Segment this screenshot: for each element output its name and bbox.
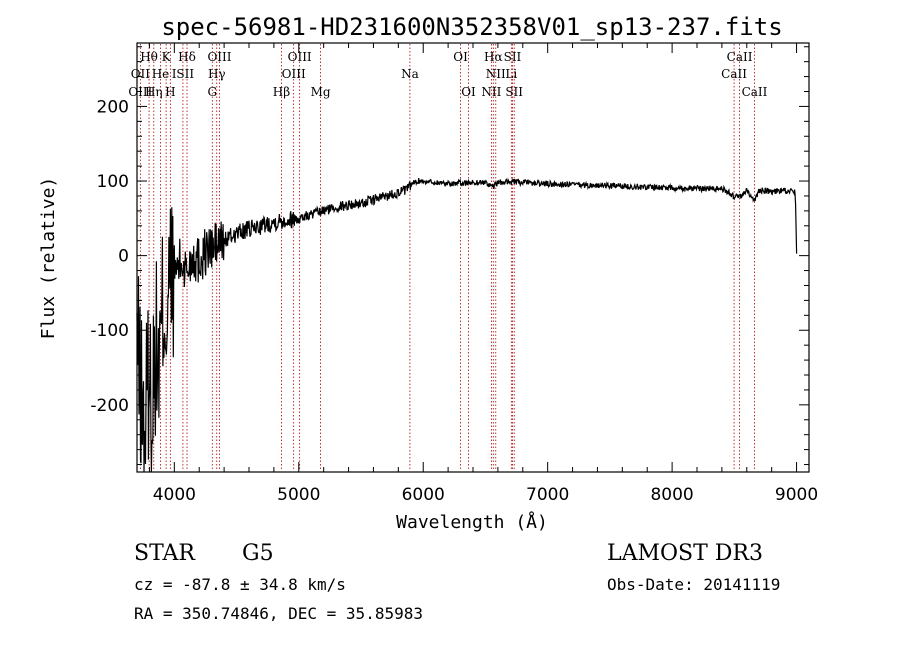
spectral-line-label: K <box>162 50 172 64</box>
x-tick-label: 4000 <box>153 485 196 505</box>
x-tick-label: 5000 <box>277 485 320 505</box>
object-class: STAR <box>134 541 196 566</box>
spectral-line-label: OIII <box>128 85 152 99</box>
spectral-line-label: CaII <box>721 67 747 81</box>
spectral-line-label: OIII <box>282 67 306 81</box>
spectral-line-label: CaII <box>727 50 753 64</box>
spectral-line-label: Hβ <box>273 85 290 99</box>
x-axis-ticks: 4000 5000 6000 7000 8000 9000 <box>148 43 818 505</box>
y-tick-label: 0 <box>118 247 129 267</box>
spectral-line-label: Na <box>401 67 419 81</box>
spectral-line-label: SII <box>505 85 523 99</box>
line-markers <box>139 44 755 471</box>
y-tick-label: 100 <box>97 172 129 192</box>
spectral-line-label: Hα <box>484 50 503 64</box>
y-tick-label: -100 <box>90 321 129 341</box>
x-tick-label: 9000 <box>775 485 818 505</box>
x-tick-label: 7000 <box>526 485 569 505</box>
y-tick-label: -200 <box>90 396 129 416</box>
spectral-line-label: OIII <box>288 50 312 64</box>
spectral-line-label: NII <box>486 67 506 81</box>
spectral-line-label: CaII <box>742 85 768 99</box>
survey-name: LAMOST DR3 <box>607 541 763 566</box>
spectral-line-label: SII <box>504 50 522 64</box>
spectral-line-label: OI <box>453 50 468 64</box>
spectral-line-label: OI <box>461 85 476 99</box>
y-axis-ticks: -200 -100 0 100 200 <box>90 46 809 466</box>
y-axis-label: Flux (relative) <box>38 177 59 340</box>
object-subclass: G5 <box>242 541 274 566</box>
spectral-line-label: OII <box>131 67 151 81</box>
chart-title: spec-56981-HD231600N352358V01_sp13-237.f… <box>161 13 782 41</box>
x-tick-label: 6000 <box>402 485 445 505</box>
x-axis-label: Wavelength (Å) <box>396 511 548 533</box>
obs-date-text: Obs-Date: 20141119 <box>607 575 780 594</box>
spectral-line-label: Hθ <box>140 50 158 64</box>
spectral-line-label: G <box>207 85 217 99</box>
spectral-line-label: Mg <box>311 85 331 99</box>
spectral-line-label: ISII <box>172 67 195 81</box>
spectral-line-label: NII <box>481 85 501 99</box>
redshift-text: cz = -87.8 ± 34.8 km/s <box>134 575 346 594</box>
spectral-line-label: Hδ <box>178 50 196 64</box>
spectral-line-label: H <box>165 85 175 99</box>
spectral-line-label: OIII <box>207 50 231 64</box>
spectral-line-label: Li <box>505 67 517 81</box>
radec-text: RA = 350.74846, DEC = 35.85983 <box>134 604 423 623</box>
x-tick-label: 8000 <box>650 485 693 505</box>
spectral-line-label: He <box>152 67 170 81</box>
plot-frame <box>136 42 810 473</box>
spectrum-line <box>136 177 798 473</box>
spectral-line-label: Hγ <box>208 67 226 81</box>
spectral-line-label: Hη <box>145 85 163 99</box>
y-tick-label: 200 <box>97 97 129 117</box>
